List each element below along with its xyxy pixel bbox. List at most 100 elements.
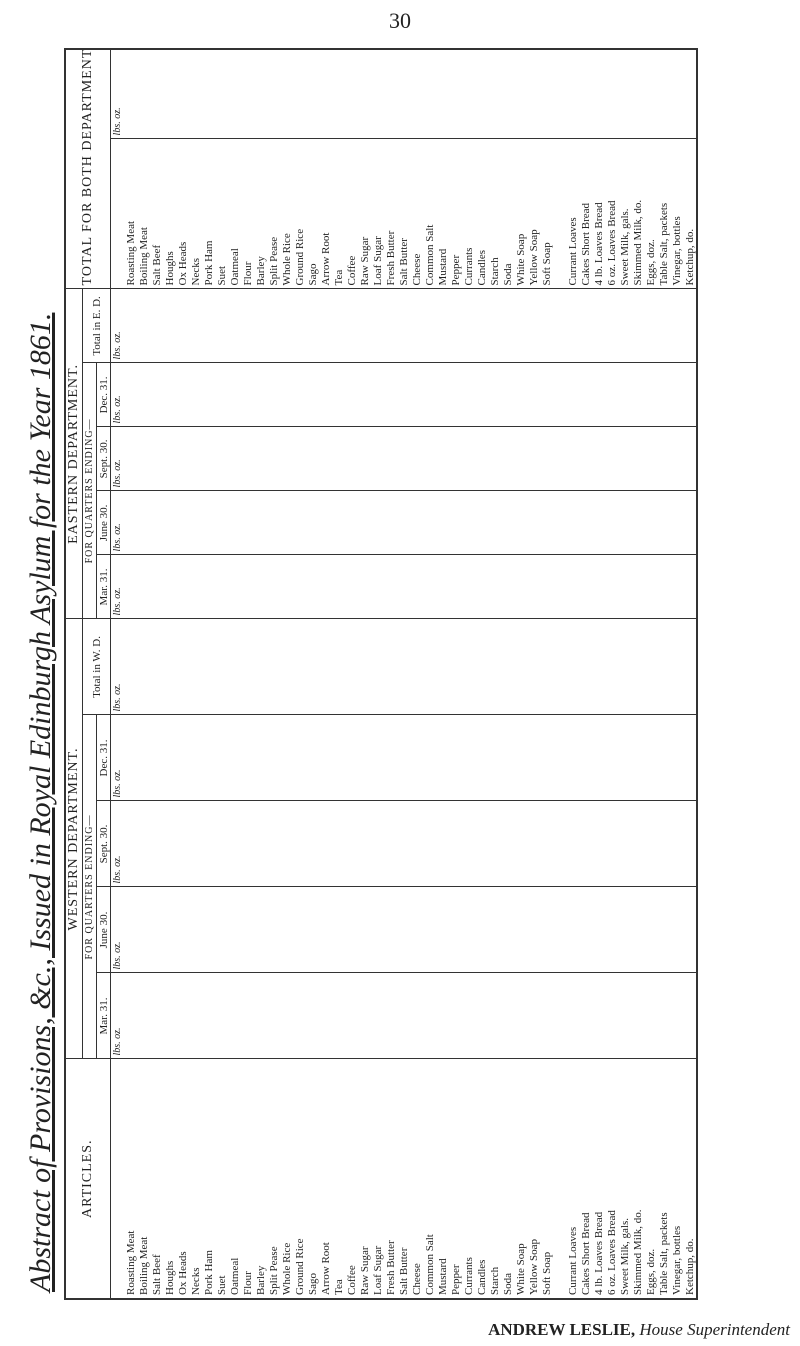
value-cell xyxy=(514,973,527,1059)
value-cell xyxy=(475,362,488,427)
value-cell xyxy=(488,801,501,887)
value-cell xyxy=(397,426,410,491)
value-cell xyxy=(644,490,657,555)
value-cell xyxy=(163,887,176,973)
value-cell xyxy=(579,426,592,491)
value-cell xyxy=(241,887,254,973)
article-name: Salt Beef xyxy=(150,138,163,289)
western-heading: WESTERN DEPARTMENT. xyxy=(65,618,83,1059)
value-cell xyxy=(657,973,670,1059)
value-cell xyxy=(449,618,462,715)
blank-cell xyxy=(553,138,566,289)
value-cell xyxy=(618,554,631,619)
value-cell xyxy=(540,48,553,139)
value-cell xyxy=(683,618,697,715)
article-name: Currant Loaves xyxy=(566,1059,579,1299)
value-cell xyxy=(345,288,358,363)
value-cell xyxy=(631,973,644,1059)
value-cell xyxy=(202,715,215,801)
value-cell xyxy=(644,801,657,887)
value-cell xyxy=(254,288,267,363)
value-cell xyxy=(514,618,527,715)
value-cell xyxy=(319,973,332,1059)
value-cell xyxy=(618,288,631,363)
value-cell xyxy=(371,288,384,363)
article-name: Candles xyxy=(475,1059,488,1299)
value-cell xyxy=(319,362,332,427)
value-cell xyxy=(566,426,579,491)
value-cell xyxy=(475,426,488,491)
value-cell xyxy=(462,554,475,619)
value-cell xyxy=(319,618,332,715)
value-cell xyxy=(592,48,605,139)
both-heading: TOTAL FOR BOTH DEPARTMENTS. xyxy=(65,48,111,289)
article-name: Vinegar, bottles xyxy=(670,1059,683,1299)
value-cell xyxy=(163,973,176,1059)
value-cell xyxy=(579,288,592,363)
value-cell xyxy=(254,426,267,491)
value-cell xyxy=(228,973,241,1059)
units: lbs. oz. xyxy=(110,887,124,973)
value-cell xyxy=(332,973,345,1059)
quarter-heading: Dec. 31. xyxy=(96,715,111,801)
value-cell xyxy=(189,973,202,1059)
value-cell xyxy=(527,973,540,1059)
value-cell xyxy=(410,362,423,427)
value-cell xyxy=(488,618,501,715)
blank-cell xyxy=(553,715,566,801)
article-name: Mustard xyxy=(436,1059,449,1299)
value-cell xyxy=(371,554,384,619)
value-cell xyxy=(293,618,306,715)
value-cell xyxy=(241,288,254,363)
value-cell xyxy=(267,618,280,715)
value-cell xyxy=(150,48,163,139)
page-number: 30 xyxy=(389,8,411,33)
value-cell xyxy=(176,554,189,619)
value-cell xyxy=(293,554,306,619)
value-cell xyxy=(332,426,345,491)
blank-cell xyxy=(553,362,566,427)
article-row: 6 oz. Loaves Bread 6 oz. Loaves Bread xyxy=(605,48,618,1299)
value-cell xyxy=(592,618,605,715)
value-cell xyxy=(332,887,345,973)
article-name: Starch xyxy=(488,138,501,289)
value-cell xyxy=(514,426,527,491)
value-cell xyxy=(605,973,618,1059)
value-cell xyxy=(605,715,618,801)
value-cell xyxy=(423,490,436,555)
value-cell xyxy=(358,554,371,619)
value-cell xyxy=(410,48,423,139)
article-name: Necks xyxy=(189,1059,202,1299)
value-cell xyxy=(644,426,657,491)
value-cell xyxy=(449,801,462,887)
article-name: Necks xyxy=(189,138,202,289)
value-cell xyxy=(254,715,267,801)
value-cell xyxy=(527,618,540,715)
value-cell xyxy=(514,490,527,555)
value-cell xyxy=(527,288,540,363)
value-cell xyxy=(332,48,345,139)
value-cell xyxy=(605,801,618,887)
article-name: Skimmed Milk, do. xyxy=(631,138,644,289)
value-cell xyxy=(306,618,319,715)
value-cell xyxy=(345,887,358,973)
value-cell xyxy=(228,362,241,427)
value-cell xyxy=(436,48,449,139)
article-name: Ground Rice xyxy=(293,1059,306,1299)
article-name: Raw Sugar xyxy=(358,1059,371,1299)
value-cell xyxy=(189,801,202,887)
article-row: Currant Loaves Currant Loaves xyxy=(566,48,579,1299)
value-cell xyxy=(566,887,579,973)
value-cell xyxy=(215,48,228,139)
value-cell xyxy=(215,973,228,1059)
article-row: Ground Rice Ground Rice xyxy=(293,48,306,1299)
value-cell xyxy=(605,490,618,555)
value-cell xyxy=(306,554,319,619)
value-cell xyxy=(436,973,449,1059)
value-cell xyxy=(501,48,514,139)
value-cell xyxy=(475,973,488,1059)
value-cell xyxy=(566,288,579,363)
western-subtitle: FOR QUARTERS ENDING— xyxy=(82,715,97,1059)
value-cell xyxy=(384,362,397,427)
value-cell xyxy=(579,554,592,619)
